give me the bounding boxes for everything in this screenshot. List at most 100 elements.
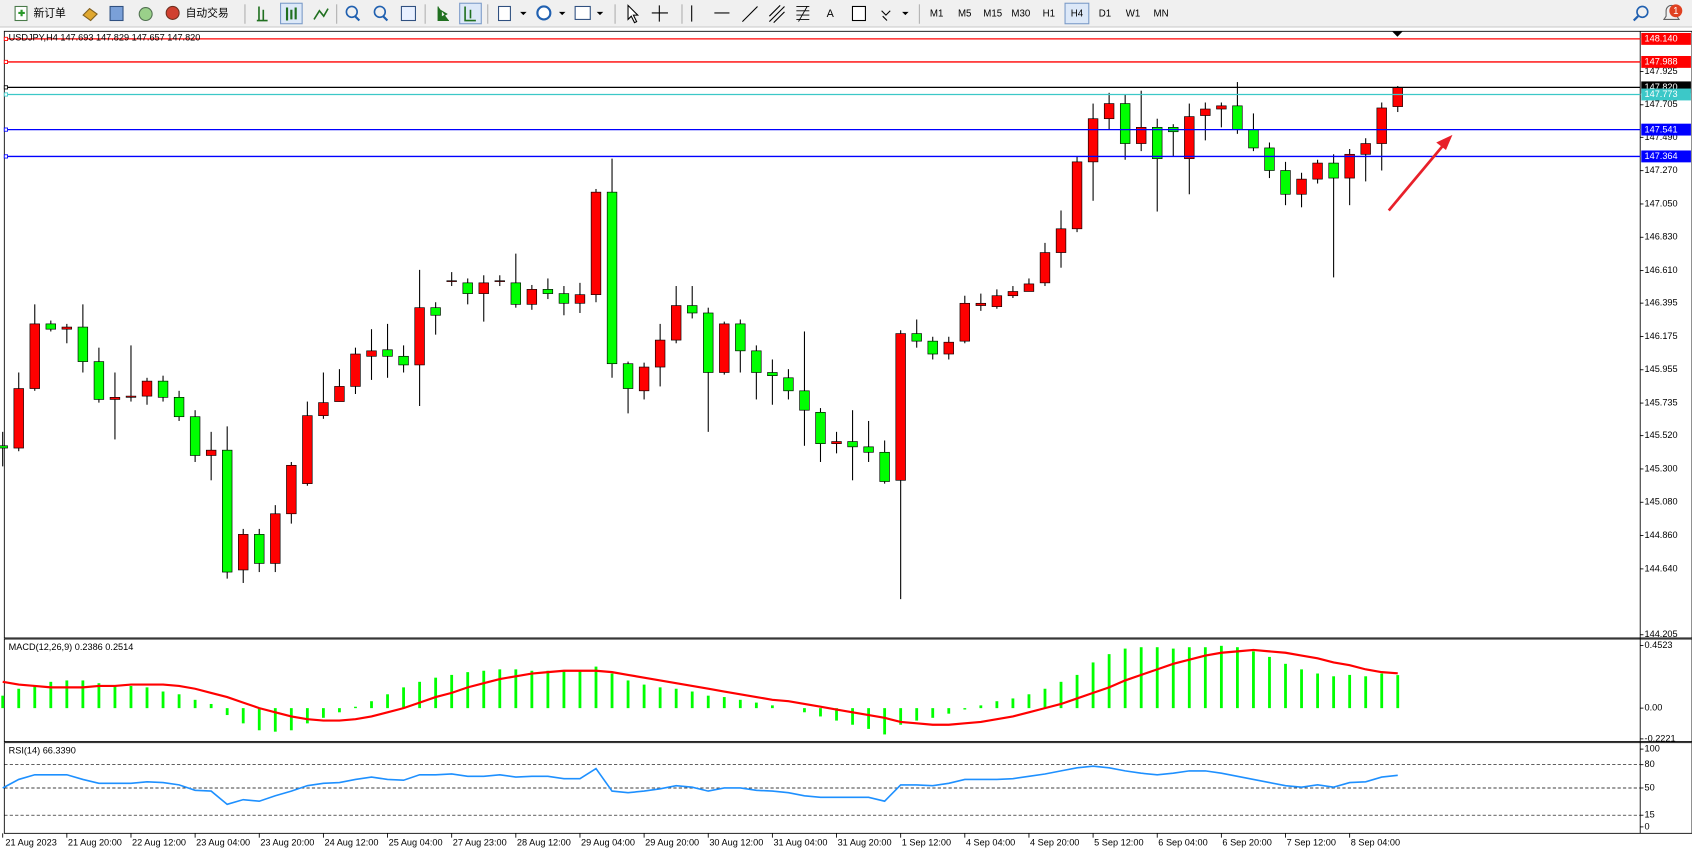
timeframe-button[interactable]: MN: [1154, 9, 1169, 20]
macd-bar: [738, 699, 742, 709]
tile-windows[interactable]: [400, 5, 416, 22]
candle-body: [1071, 161, 1083, 230]
button-label: 新订单: [33, 6, 66, 19]
crosshair-tool[interactable]: [651, 5, 668, 22]
macd-bar: [1203, 647, 1207, 709]
macd-bar: [1187, 647, 1191, 709]
new-order-button[interactable]: 新订单: [14, 5, 66, 22]
x-tick-label: 22 Aug 12:00: [132, 837, 186, 847]
candle-body: [398, 355, 409, 366]
dropdown[interactable]: [558, 11, 566, 16]
dropdown[interactable]: [902, 11, 909, 16]
macd-bar: [915, 708, 919, 721]
candle-body: [622, 363, 634, 389]
icon[interactable]: [313, 8, 329, 20]
candle-body: [1280, 170, 1291, 195]
x-tick-label: 31 Aug 20:00: [838, 837, 892, 847]
candle-body: [1039, 252, 1051, 284]
x-tick-label: 30 Aug 12:00: [709, 837, 763, 847]
candle-body: [430, 307, 441, 316]
y-tick-label: 0.00: [1645, 703, 1663, 713]
x-tick-label: 6 Sep 20:00: [1222, 837, 1271, 847]
x-tick-label: 4 Sep 04:00: [966, 837, 1015, 847]
label-tool[interactable]: [851, 5, 866, 22]
macd-bar: [530, 670, 534, 709]
macd-bar: [1300, 669, 1303, 709]
candle-body: [895, 333, 906, 481]
candle-body: [286, 464, 297, 515]
macd-bar: [257, 708, 261, 731]
candle-body: [687, 305, 698, 314]
timeframe-button[interactable]: W1: [1126, 9, 1141, 20]
macd-bar: [610, 673, 614, 709]
candle-body: [799, 390, 810, 411]
macd-bar: [418, 681, 422, 709]
icon[interactable]: [82, 7, 98, 22]
candle-body: [831, 441, 842, 444]
dropdown[interactable]: [596, 11, 604, 16]
timeframe-button[interactable]: H4: [1071, 9, 1084, 20]
auto-trading-button[interactable]: 自动交易: [165, 5, 229, 20]
x-tick-label: 5 Sep 12:00: [1094, 837, 1143, 847]
zoom-out[interactable]: [373, 5, 387, 19]
timeframe-button[interactable]: H1: [1043, 9, 1055, 20]
candle-body: [205, 449, 217, 456]
candle-body: [254, 534, 265, 564]
macd-bar: [578, 670, 582, 709]
candle-body: [1344, 153, 1355, 179]
text-tool[interactable]: A: [827, 8, 835, 20]
annotation-arrow: [1387, 134, 1453, 212]
macd-bar: [1236, 647, 1239, 709]
y-tick-label: 145.520: [1645, 430, 1678, 440]
candle-body: [1392, 87, 1403, 107]
periods[interactable]: [536, 5, 552, 21]
y-tick-label: 144.205: [1645, 629, 1678, 639]
indicators[interactable]: [497, 5, 511, 22]
macd-bar: [354, 706, 357, 709]
candle-body: [1184, 116, 1195, 160]
icon[interactable]: [437, 6, 449, 22]
notifications[interactable]: 1: [1662, 4, 1683, 20]
candle-body: [462, 282, 473, 294]
fibo-tool[interactable]: [796, 6, 810, 22]
macd-bar: [97, 683, 101, 709]
macd-bar: [995, 701, 999, 709]
macd-bar: [241, 708, 245, 724]
macd-bar: [883, 708, 887, 735]
icon[interactable]: [256, 6, 268, 22]
trendline-tool[interactable]: [742, 6, 758, 22]
candle-body: [558, 293, 570, 304]
x-tick-label: 23 Aug 04:00: [196, 837, 250, 847]
arrows-tool[interactable]: [881, 10, 891, 21]
macd-bar: [546, 670, 550, 709]
icon[interactable]: [109, 5, 124, 22]
macd-bar: [514, 669, 518, 709]
timeframe-button[interactable]: D1: [1099, 9, 1111, 20]
candle-body: [173, 397, 185, 418]
zoom-in[interactable]: [345, 5, 358, 19]
channel-tool[interactable]: [769, 5, 785, 24]
timeframe-button[interactable]: M1: [930, 9, 943, 20]
macd-bar: [1364, 676, 1368, 709]
macd-bar: [17, 688, 21, 709]
x-tick-label: 31 Aug 04:00: [773, 837, 827, 847]
macd-bar: [1316, 673, 1319, 709]
y-tick-label: 145.955: [1645, 364, 1678, 374]
timeframe-active[interactable]: [1064, 2, 1090, 25]
macd-bar: [1171, 648, 1175, 709]
timeframe-button[interactable]: M5: [958, 9, 971, 20]
search[interactable]: [1636, 5, 1649, 19]
x-tick-label: 23 Aug 20:00: [260, 837, 314, 847]
candle-body: [141, 380, 153, 397]
timeframe-button[interactable]: M30: [1011, 9, 1030, 20]
macd-bar: [450, 674, 454, 709]
timeframe-button[interactable]: M15: [983, 9, 1002, 20]
dropdown[interactable]: [520, 11, 527, 16]
macd-bar: [434, 677, 438, 709]
level-label-bg: [1641, 123, 1691, 136]
icon[interactable]: [138, 7, 153, 22]
cursor-tool[interactable]: [627, 4, 640, 24]
macd-bar: [1219, 645, 1223, 709]
templates[interactable]: [574, 5, 591, 20]
